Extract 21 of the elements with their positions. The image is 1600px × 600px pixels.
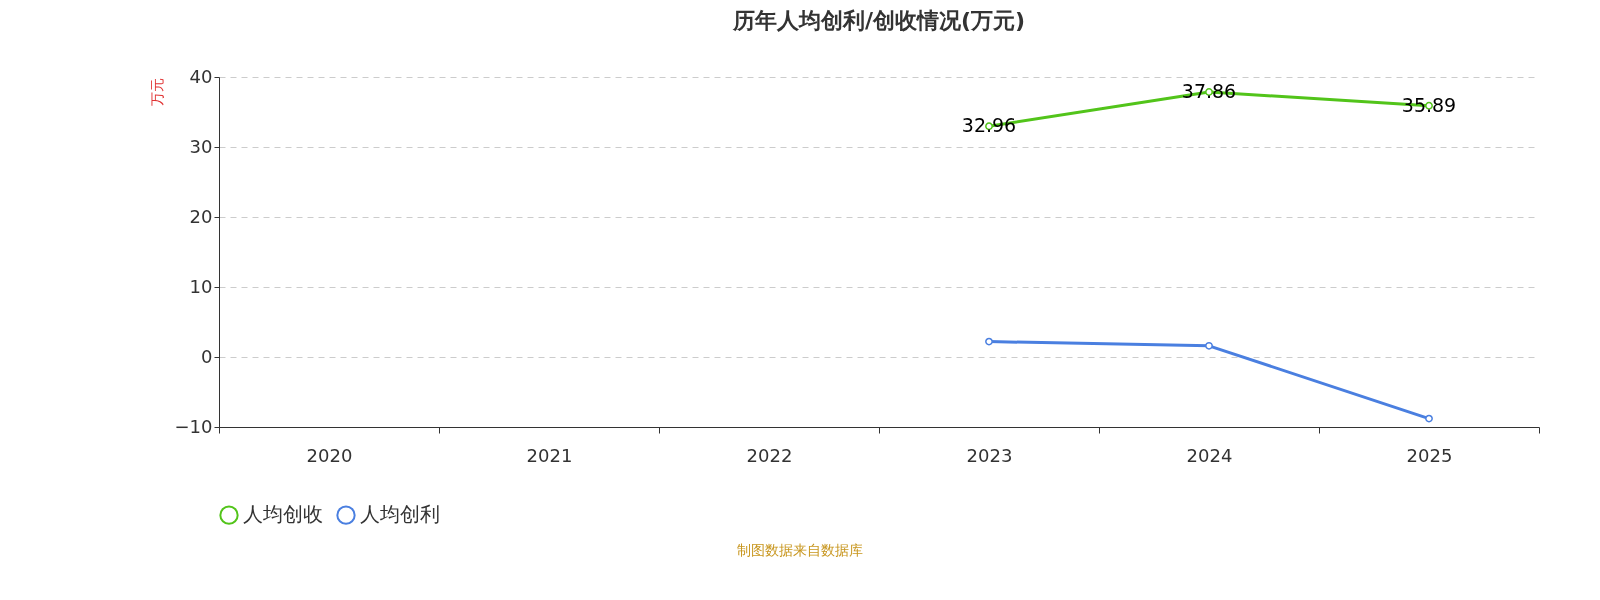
point [1425, 414, 1433, 423]
x-tick-label: 2025 [1406, 444, 1453, 466]
y-tick-label: 10 [189, 275, 213, 297]
y-tick-label: −10 [174, 415, 213, 437]
y-axis-title: 万元 [148, 77, 165, 106]
data-label: 35.89 [1401, 93, 1457, 116]
legend-label: 人均创利 [360, 502, 440, 527]
text: 制图数据来自数据库 [736, 542, 864, 560]
x-tick-label: 2024 [1186, 444, 1233, 466]
x-tick-label: 2023 [966, 444, 1013, 466]
y-tick-label: 0 [201, 345, 213, 367]
y-tick-label: 20 [189, 205, 213, 227]
x-tick-label: 2020 [306, 444, 353, 466]
chart-title: 历年人均创利/创收情况(万元) [731, 8, 1026, 33]
y-tick-label: 30 [189, 135, 213, 157]
point [1205, 341, 1213, 350]
point [985, 337, 993, 346]
x-tick-label: 2022 [746, 444, 793, 466]
y-tick-label: 40 [189, 65, 213, 87]
legend-label: 人均创收 [243, 502, 323, 527]
x-tick-label: 2021 [526, 444, 573, 466]
